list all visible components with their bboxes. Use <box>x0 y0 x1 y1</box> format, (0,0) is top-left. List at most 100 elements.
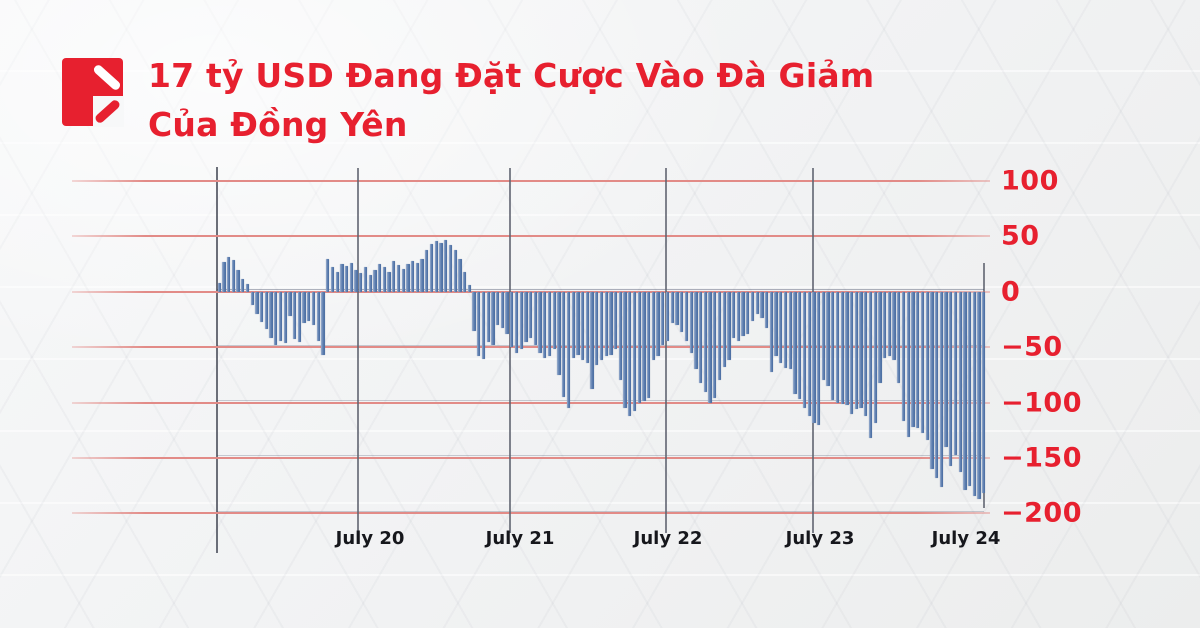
bar <box>802 291 807 409</box>
bar <box>826 291 830 386</box>
bar <box>750 291 755 321</box>
y-gridline <box>72 512 990 515</box>
bar <box>854 291 858 410</box>
bar <box>283 291 287 343</box>
bar <box>226 257 231 292</box>
bar <box>727 291 731 361</box>
bar <box>958 291 962 473</box>
bar <box>552 291 556 350</box>
bar <box>977 291 981 499</box>
y-gridline-dark <box>217 455 984 457</box>
bar <box>651 291 656 361</box>
bar <box>864 291 868 416</box>
bar <box>618 291 622 381</box>
bar <box>472 291 476 331</box>
bar <box>439 243 443 292</box>
bar <box>883 291 887 359</box>
bar <box>717 291 722 381</box>
bar <box>665 291 670 341</box>
bar <box>425 249 429 292</box>
bar <box>264 291 268 330</box>
bar <box>231 259 235 292</box>
bar <box>344 266 349 292</box>
x-tick-label: July 20 <box>335 528 405 549</box>
bar <box>911 291 915 427</box>
bar <box>519 291 523 350</box>
bar <box>547 291 552 357</box>
bar <box>609 291 613 355</box>
bar <box>934 291 939 478</box>
bar <box>363 267 368 292</box>
x-gridline <box>357 168 359 533</box>
bar <box>510 291 514 348</box>
bar <box>411 260 415 292</box>
y-tick-label: −50 <box>1001 331 1063 363</box>
bar <box>349 262 353 292</box>
bar <box>590 291 594 390</box>
bar <box>514 291 519 353</box>
bar <box>741 291 745 337</box>
bar <box>330 267 335 292</box>
bar <box>637 291 641 403</box>
bar <box>599 291 604 361</box>
bar <box>963 291 967 491</box>
bar <box>495 291 500 326</box>
bar <box>505 291 509 334</box>
bar <box>269 291 273 339</box>
bar <box>925 291 929 441</box>
bar <box>779 291 783 363</box>
x-tick-label: July 23 <box>785 528 855 549</box>
bar <box>661 291 665 345</box>
bar <box>481 291 486 360</box>
x-gridline <box>509 168 511 533</box>
bar <box>241 278 245 292</box>
bar <box>302 291 306 323</box>
bar <box>953 291 958 455</box>
bar <box>755 291 759 314</box>
bar <box>647 291 651 399</box>
bar <box>566 291 571 409</box>
x-tick-label: July 21 <box>485 528 555 549</box>
bar <box>354 269 358 292</box>
bar <box>623 291 627 409</box>
page-title: 17 tỷ USD Đang Đặt Cược Vào Đà Giảm Của … <box>148 51 874 149</box>
y-gridline-dark <box>217 510 984 512</box>
bar <box>259 291 264 322</box>
bar <box>632 291 637 412</box>
bar <box>916 291 920 429</box>
bar <box>580 291 585 361</box>
y-gridline <box>72 401 990 404</box>
bar <box>420 258 424 292</box>
bar <box>675 291 679 326</box>
bar <box>377 264 382 292</box>
bar <box>746 291 750 334</box>
bar <box>571 291 575 359</box>
bar <box>793 291 797 394</box>
bar <box>562 291 566 398</box>
bar <box>326 258 330 292</box>
x-gridline <box>665 168 667 533</box>
bar <box>967 291 972 486</box>
bar <box>462 271 467 292</box>
bar <box>467 285 471 292</box>
bar <box>274 291 278 345</box>
y-tick-label: 100 <box>1001 165 1059 197</box>
bar <box>359 272 363 292</box>
bar <box>831 291 835 401</box>
y-gridline <box>72 180 990 182</box>
brand-logo <box>62 56 126 128</box>
bar <box>708 291 712 403</box>
x-tick-label: July 24 <box>931 528 1001 549</box>
bar <box>477 291 481 357</box>
bar <box>434 240 438 292</box>
y-tick-label: −200 <box>1001 497 1082 529</box>
x-tick-label: July 22 <box>633 528 703 549</box>
bar <box>335 271 339 292</box>
bar <box>920 291 925 433</box>
bar <box>278 291 283 341</box>
bar <box>807 291 811 416</box>
bar <box>840 291 844 404</box>
bar <box>892 291 896 361</box>
bar <box>816 291 821 425</box>
